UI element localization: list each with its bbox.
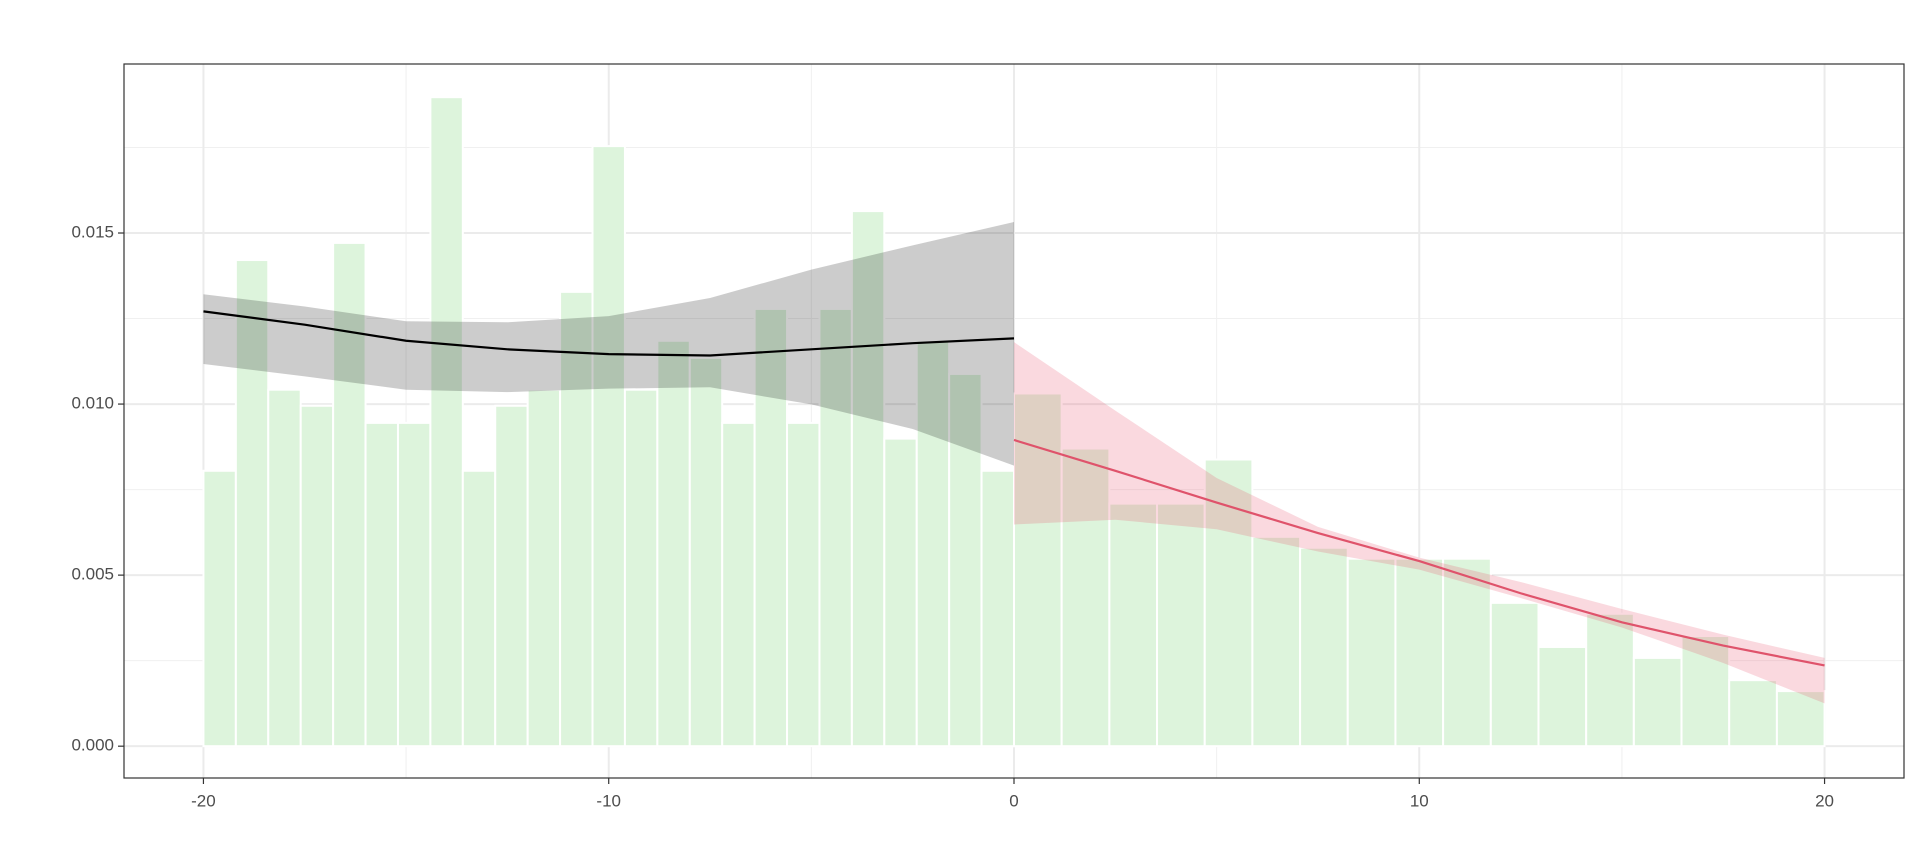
bar <box>1632 656 1683 748</box>
bar <box>1346 557 1397 748</box>
x-tick-label: 10 <box>1410 791 1429 810</box>
bar <box>364 421 399 748</box>
bar <box>526 388 562 748</box>
bar <box>1108 502 1159 748</box>
fit-line <box>203 310 1015 357</box>
bar <box>234 259 270 748</box>
bar <box>591 145 626 748</box>
bar <box>1775 690 1826 748</box>
bar <box>429 96 464 748</box>
bar <box>948 372 983 748</box>
bar <box>1680 635 1731 748</box>
bar <box>1537 645 1588 748</box>
bar <box>1060 447 1111 748</box>
bar <box>202 469 237 748</box>
bar <box>1156 502 1206 748</box>
y-tick-label: 0.015 <box>71 222 114 241</box>
bar <box>1203 458 1254 748</box>
bar <box>753 307 789 748</box>
bar <box>721 421 756 748</box>
bar <box>1585 612 1635 748</box>
x-tick-label: 0 <box>1009 791 1018 810</box>
bar <box>915 339 951 748</box>
y-tick-label: 0.000 <box>71 736 114 755</box>
bar <box>623 388 659 748</box>
x-tick-label: 20 <box>1815 791 1834 810</box>
fit-line <box>1013 438 1825 667</box>
bar <box>1394 557 1445 748</box>
panel-border <box>123 63 1905 779</box>
bar <box>494 404 529 748</box>
bar <box>1728 679 1778 748</box>
confidence-band <box>203 222 1015 466</box>
bar <box>656 339 691 748</box>
bar <box>267 388 302 748</box>
x-tick-label: -10 <box>596 791 621 810</box>
y-tick-label: 0.010 <box>71 394 114 413</box>
bar <box>883 437 918 748</box>
bar <box>1489 601 1540 748</box>
bar <box>299 404 335 748</box>
bar <box>1251 535 1302 748</box>
y-tick-label: 0.005 <box>71 565 114 584</box>
confidence-band <box>1014 342 1825 704</box>
bar <box>396 421 432 748</box>
bar <box>850 210 886 748</box>
x-tick-label: -20 <box>191 791 216 810</box>
bar <box>461 469 497 748</box>
bar <box>1442 557 1492 748</box>
bar <box>1299 546 1349 748</box>
bar <box>786 421 821 748</box>
bar <box>980 469 1015 748</box>
bar <box>688 356 724 748</box>
bar <box>332 241 367 748</box>
bar <box>559 290 594 748</box>
